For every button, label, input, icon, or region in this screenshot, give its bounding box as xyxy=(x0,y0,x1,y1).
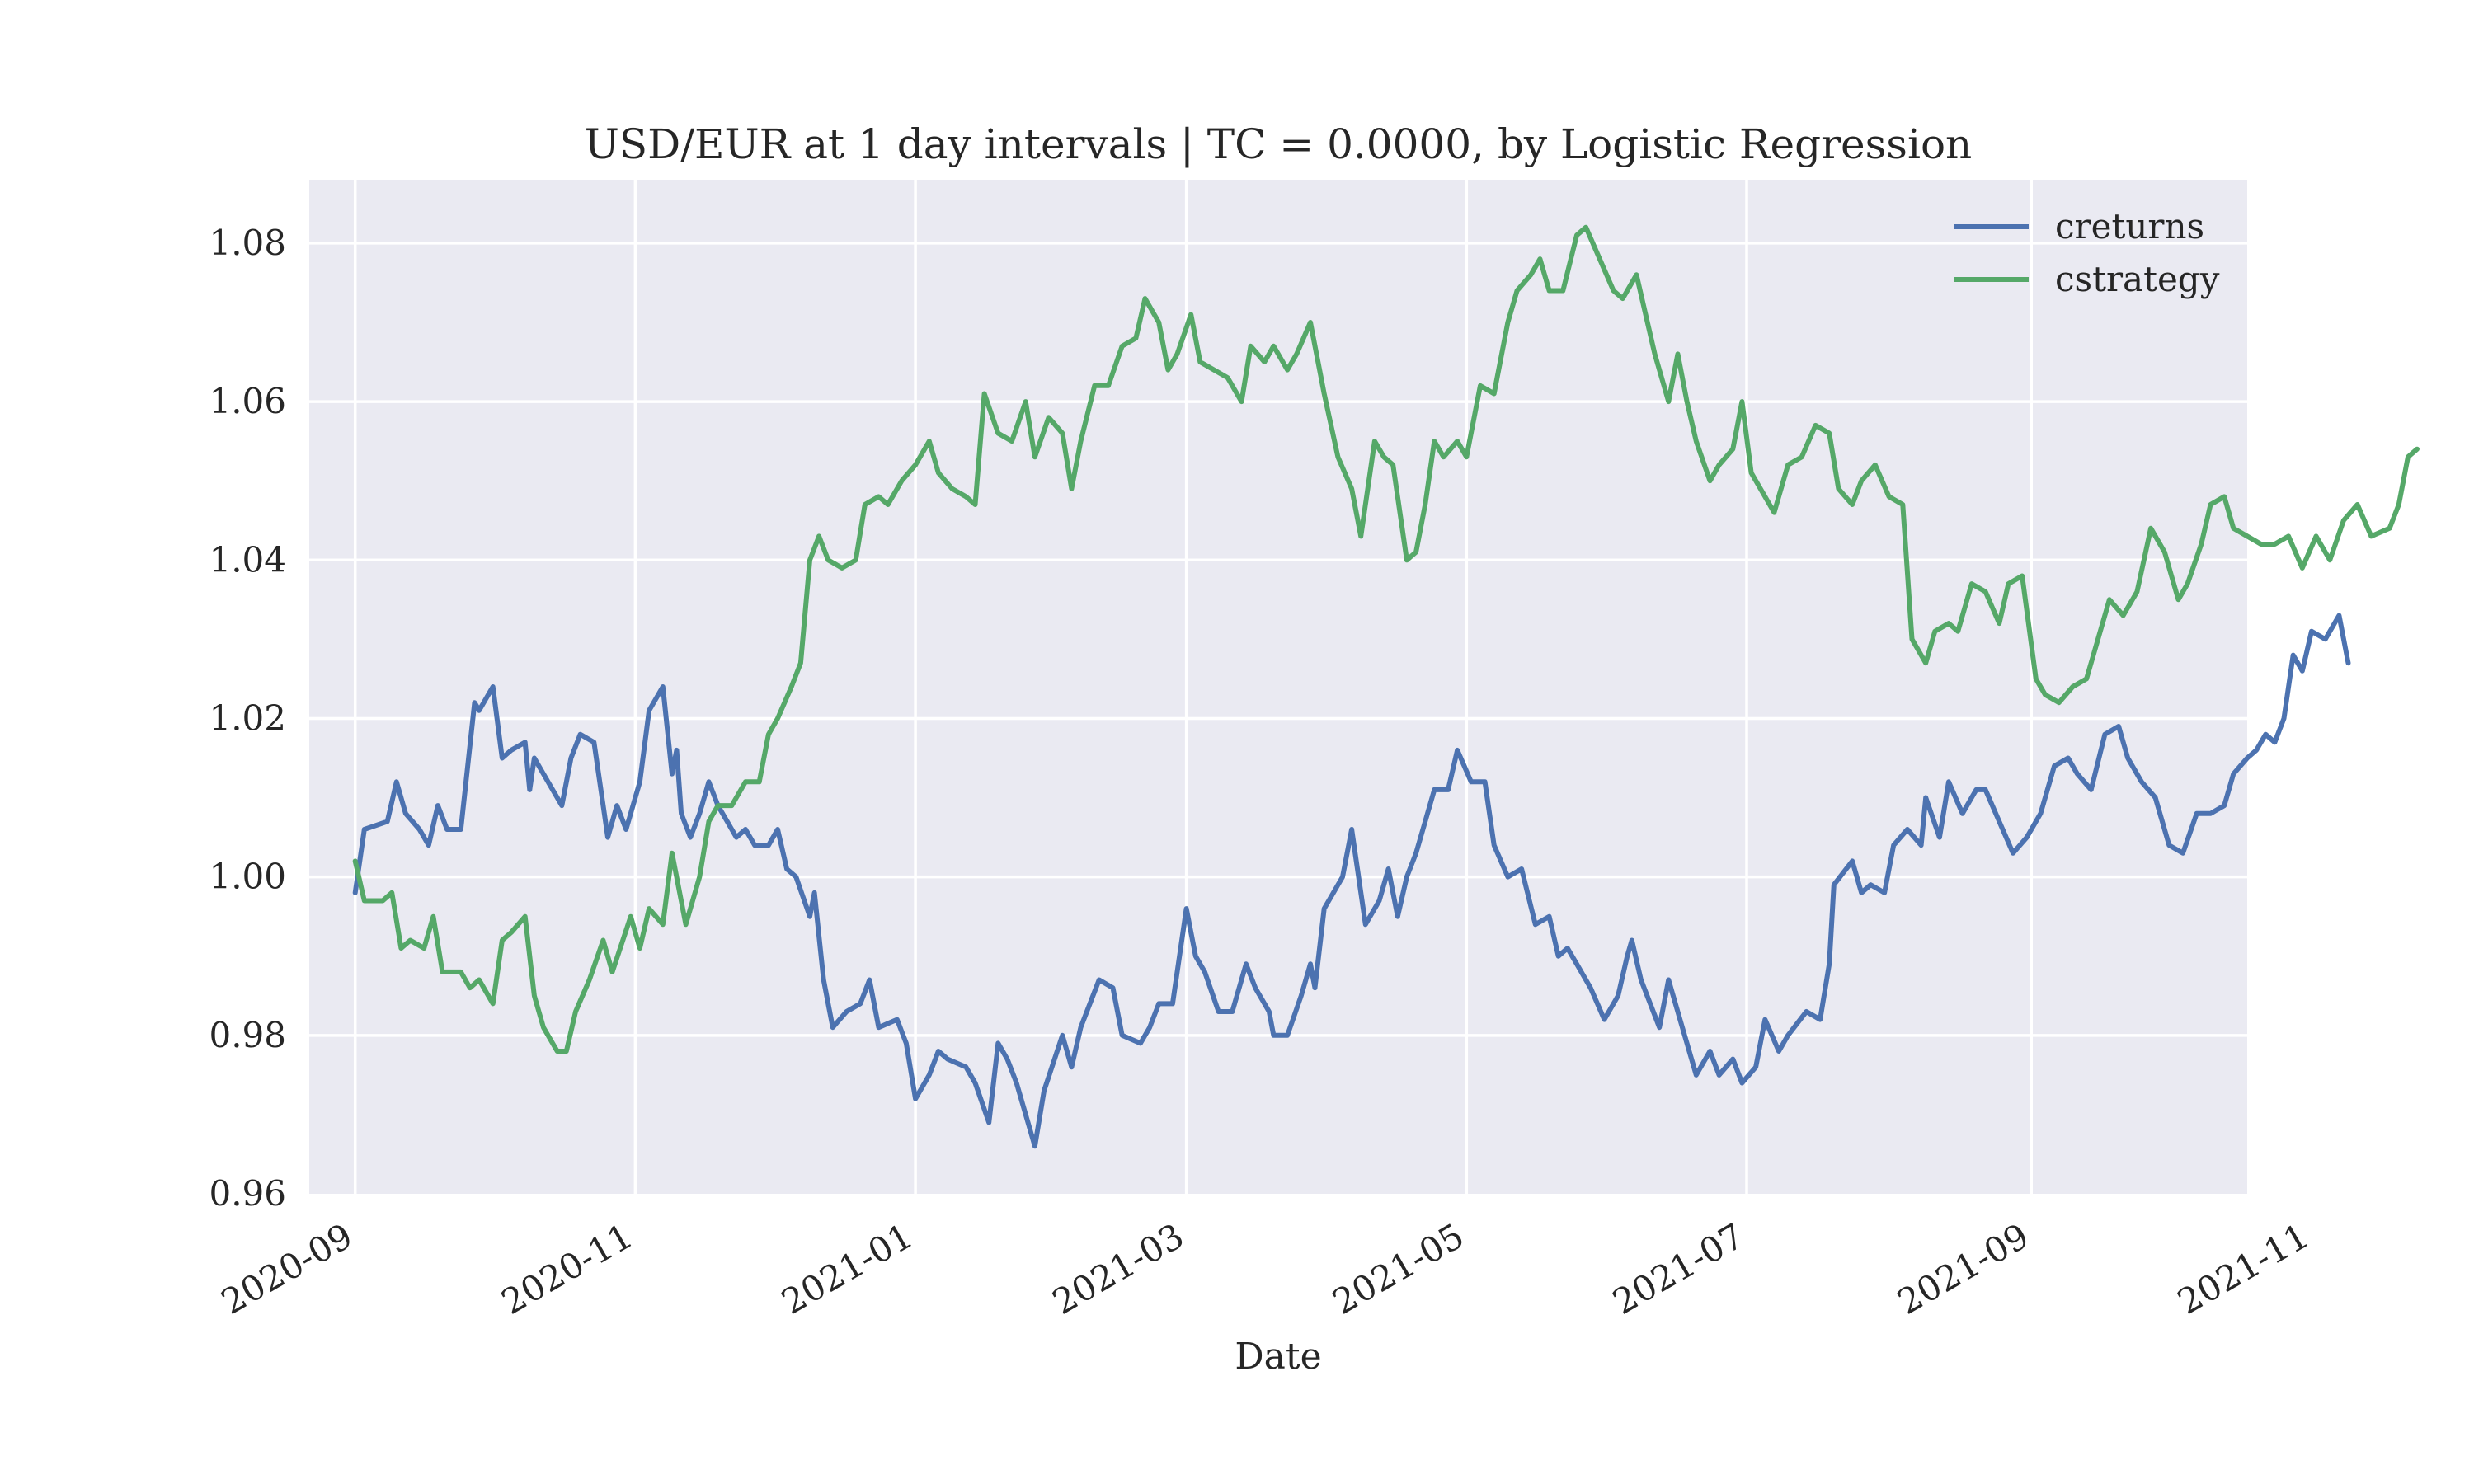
x-tick-label: 2021-03 xyxy=(1046,1215,1191,1322)
chart-title: USD/EUR at 1 day intervals | TC = 0.0000… xyxy=(585,120,1973,168)
y-tick-label: 0.96 xyxy=(209,1173,286,1214)
y-tick-label: 1.06 xyxy=(209,381,286,421)
y-tick-label: 1.08 xyxy=(209,223,286,263)
series-layer xyxy=(352,224,2420,1149)
y-tick-label: 1.00 xyxy=(209,857,286,897)
x-tick-label: 2021-05 xyxy=(1326,1215,1471,1322)
x-tick-label: 2020-09 xyxy=(214,1215,360,1322)
x-tick-label: 2021-11 xyxy=(2171,1215,2316,1322)
plot-area xyxy=(309,180,2247,1194)
x-tick-label: 2021-09 xyxy=(1891,1215,2036,1322)
y-axis-tick-labels: 0.96 0.98 1.00 1.02 1.04 1.06 1.08 xyxy=(209,223,286,1214)
x-tick-label: 2021-07 xyxy=(1606,1215,1751,1322)
x-axis-title: Date xyxy=(1235,1336,1321,1378)
legend-label-cstrategy: cstrategy xyxy=(2055,259,2220,299)
legend-label-creturns: creturns xyxy=(2055,206,2204,247)
gridlines xyxy=(309,180,2313,1194)
x-axis-tick-labels: 2020-09 2020-11 2021-01 2021-03 2021-05 2021-… xyxy=(214,1215,2316,1322)
y-tick-label: 0.98 xyxy=(209,1015,286,1055)
y-tick-label: 1.04 xyxy=(209,539,286,580)
y-tick-label: 1.02 xyxy=(209,697,286,738)
x-tick-label: 2021-01 xyxy=(774,1215,920,1322)
legend: creturns cstrategy xyxy=(1954,206,2220,299)
series-line-creturns xyxy=(352,613,2351,1149)
x-tick-label: 2020-11 xyxy=(495,1215,640,1322)
series-line-cstrategy xyxy=(352,224,2420,1054)
